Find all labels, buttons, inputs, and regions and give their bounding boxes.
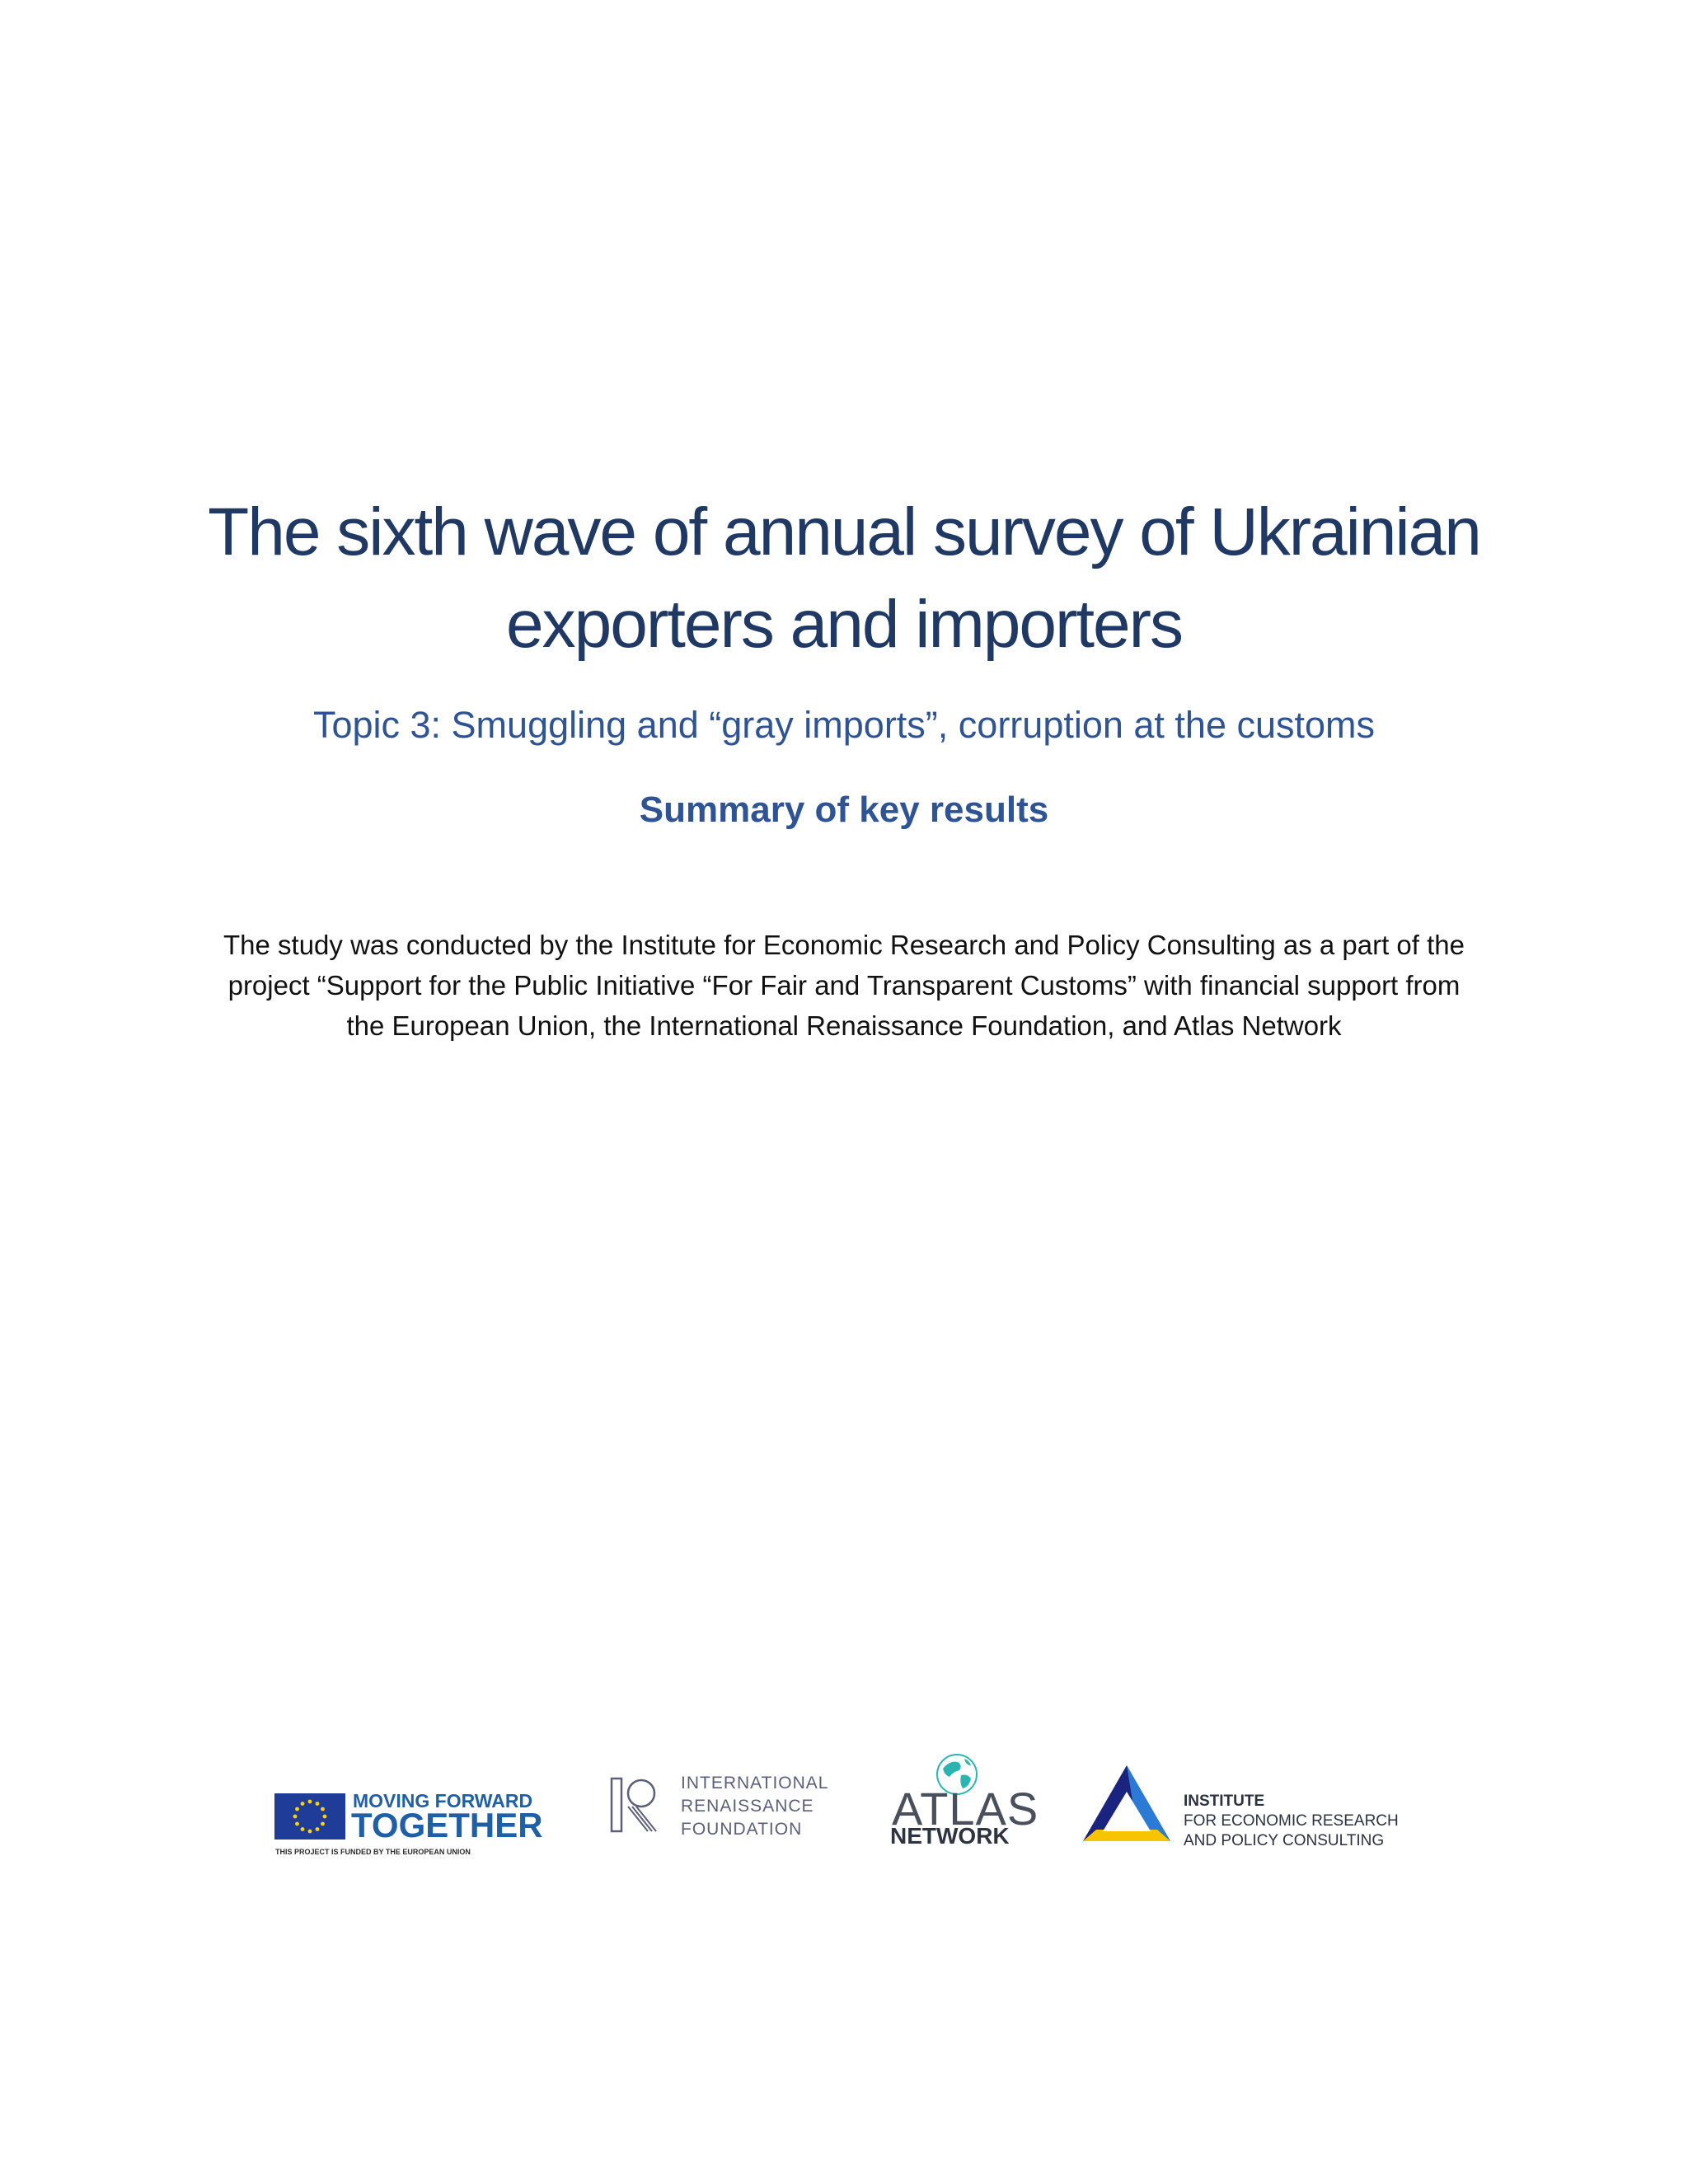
irf-logo-line-3: FOUNDATION xyxy=(681,1820,803,1839)
document-title: The sixth wave of annual survey of Ukrai… xyxy=(115,486,1573,671)
description-line-1: The study was conducted by the Institute… xyxy=(223,930,1465,960)
triangle-icon xyxy=(1083,1765,1170,1841)
ier-logo-text: INSTITUTE FOR ECONOMIC RESEARCH AND POLI… xyxy=(1184,1792,1399,1851)
description-line-3: the European Union, the International Re… xyxy=(346,1010,1342,1041)
partner-logos: MOVING FORWARD TOGETHER THIS PROJECT IS … xyxy=(0,1747,1688,1856)
description-line-2: project “Support for the Public Initiati… xyxy=(227,970,1461,1001)
ier-logo: INSTITUTE FOR ECONOMIC RESEARCH AND POLI… xyxy=(1081,1764,1399,1849)
atlas-logo-network: NETWORK xyxy=(890,1823,1010,1849)
eu-logo-line-3: THIS PROJECT IS FUNDED BY THE EUROPEAN U… xyxy=(275,1848,471,1856)
title-line-1: The sixth wave of annual survey of Ukrai… xyxy=(208,494,1482,569)
ier-logo-line-1: INSTITUTE xyxy=(1184,1793,1265,1810)
eu-logo-line-1: MOVING FORWARD xyxy=(353,1790,533,1811)
document-subtitle: Topic 3: Smuggling and “gray imports”, c… xyxy=(312,704,1376,746)
irf-logo-line-1: INTERNATIONAL xyxy=(681,1774,829,1793)
eu-flag-icon xyxy=(274,1793,345,1840)
atlas-logo-word: ATLAS xyxy=(892,1783,1039,1835)
irf-logo-text: INTERNATIONAL RENAISSANCE FOUNDATION xyxy=(681,1772,828,1841)
eu-logo-line-2: TOGETHER xyxy=(351,1806,543,1844)
eu-logo: MOVING FORWARD TOGETHER THIS PROJECT IS … xyxy=(272,1769,552,1856)
globe-icon xyxy=(936,1754,978,1795)
ier-logo-line-3: AND POLICY CONSULTING xyxy=(1184,1832,1385,1849)
irf-logo: INTERNATIONAL RENAISSANCE FOUNDATION xyxy=(610,1772,832,1841)
summary-heading: Summary of key results xyxy=(639,790,1049,830)
irf-mark-icon xyxy=(610,1777,657,1833)
irf-logo-line-2: RENAISSANCE xyxy=(681,1797,814,1816)
ier-logo-line-2: FOR ECONOMIC RESEARCH xyxy=(1184,1812,1399,1830)
atlas-network-logo: ATLAS NETWORK xyxy=(889,1752,1038,1849)
study-description: The study was conducted by the Institute… xyxy=(165,925,1523,1046)
title-line-2: exporters and importers xyxy=(506,587,1184,662)
